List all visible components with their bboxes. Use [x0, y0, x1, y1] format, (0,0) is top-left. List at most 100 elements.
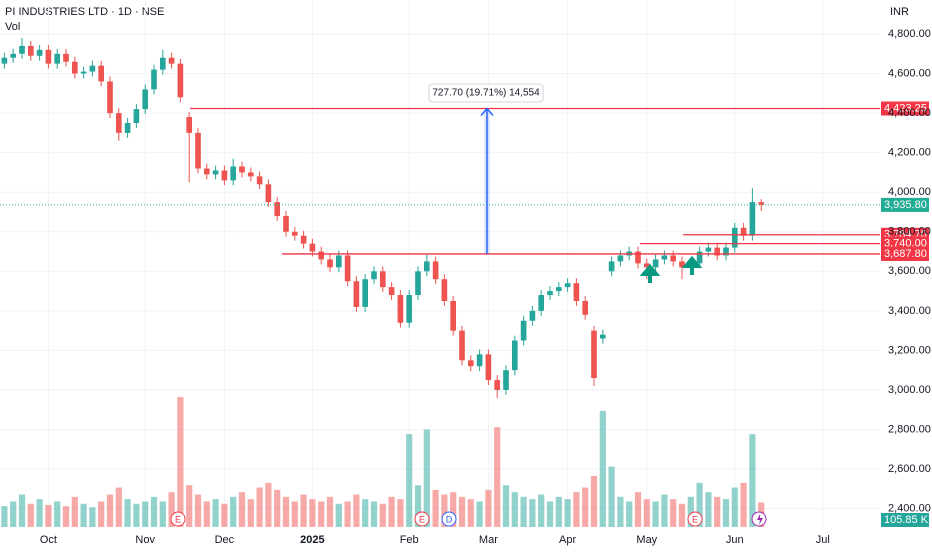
candle-body [221, 170, 228, 181]
volume-last-box [881, 513, 929, 527]
candle-body [344, 255, 351, 282]
volume-bar [661, 494, 668, 527]
volume-bar [432, 489, 439, 527]
candle-body [168, 57, 175, 64]
candle-body [599, 334, 606, 339]
y-tick-label: 4,000.00 [888, 186, 931, 198]
candle-body [10, 53, 17, 58]
x-tick-label: Nov [135, 534, 155, 546]
volume-bar [564, 499, 571, 527]
volume-bar [1, 506, 8, 527]
candle-body [423, 261, 430, 272]
volume-bar [256, 487, 263, 527]
volume-bar [265, 482, 272, 527]
candle-body [485, 354, 492, 381]
candle-body [362, 279, 369, 307]
candle-body [503, 370, 509, 390]
candle-body [19, 45, 25, 54]
volume-bar [212, 499, 219, 527]
candle-body [115, 113, 122, 133]
volume-bar [520, 496, 527, 527]
volume-bar [177, 397, 184, 527]
candle-body [124, 122, 131, 133]
x-tick-label: Dec [215, 534, 235, 546]
volume-bar [309, 499, 316, 527]
volume-bar [335, 503, 342, 527]
volume-bar [159, 501, 166, 527]
volume-bar [582, 487, 589, 527]
volume-bar [485, 489, 492, 527]
candle-body [608, 261, 615, 272]
measure-arrowhead [480, 107, 494, 117]
x-tick-label: 2025 [300, 534, 324, 546]
candle-body [661, 255, 668, 260]
x-tick-label: Feb [400, 534, 419, 546]
volume-bar [414, 485, 422, 527]
candle-body [318, 251, 325, 260]
volume-bar [546, 501, 554, 527]
event-marker[interactable] [687, 511, 703, 527]
candle-body [388, 287, 395, 296]
level-label-box [881, 101, 929, 116]
level-label: 3,687.80 [884, 248, 927, 260]
volume-bar [133, 503, 140, 527]
candle-body [529, 310, 536, 321]
x-tick-label: Jul [816, 534, 830, 546]
event-marker[interactable] [170, 511, 186, 527]
volume-bar [62, 506, 70, 527]
event-label: E [175, 514, 181, 524]
volume-title: Vol [5, 21, 20, 33]
x-tick-label: Apr [559, 534, 576, 546]
candle-body [379, 271, 386, 288]
volume-bar [98, 501, 105, 527]
candle-body [291, 231, 298, 236]
volume-bar [45, 504, 52, 527]
volume-bar [10, 501, 17, 527]
candle-body [494, 380, 501, 390]
candle-body [555, 287, 562, 292]
candle-body [27, 45, 34, 56]
candle-body [591, 330, 597, 379]
volume-bar [379, 503, 386, 527]
y-tick-label: 3,600.00 [888, 265, 931, 277]
event-marker[interactable] [441, 511, 457, 527]
candle-body [212, 170, 219, 175]
volume-bar [194, 494, 202, 527]
volume-bar [80, 503, 87, 527]
event-marker[interactable] [414, 511, 430, 527]
volume-last-label: 105.85 K [884, 514, 929, 526]
volume-bar [502, 485, 510, 527]
volume-bar [722, 499, 730, 527]
volume-bar [115, 487, 122, 527]
volume-bar [36, 499, 43, 527]
y-tick-label: 2,600.00 [888, 463, 931, 475]
volume-bar [27, 503, 34, 527]
candle-body [239, 166, 245, 173]
volume-bar [608, 466, 615, 527]
volume-bar [388, 496, 395, 527]
candle-body [265, 184, 272, 203]
candle-body [256, 176, 263, 185]
y-tick-label: 3,200.00 [888, 344, 931, 356]
x-tick-label: Mar [479, 534, 498, 546]
candle-body [467, 360, 474, 367]
volume-bar [238, 492, 246, 527]
volume-bar [423, 429, 430, 527]
candle-body [327, 259, 333, 268]
volume-bar [370, 501, 378, 527]
volume-bar [529, 499, 536, 527]
y-tick-label: 4,200.00 [888, 147, 931, 159]
candle-body [696, 251, 703, 264]
y-tick-label: 4,800.00 [888, 28, 931, 40]
candle-body [679, 261, 685, 268]
last-price-label: 3,935.80 [884, 199, 927, 211]
candle-body [142, 89, 149, 110]
volume-bar [740, 482, 747, 527]
candle-body [441, 279, 448, 301]
candle-body [203, 168, 210, 175]
candle-body [71, 61, 78, 74]
candle-body [520, 320, 527, 341]
volume-bar [89, 507, 96, 527]
candle-body [335, 255, 342, 268]
